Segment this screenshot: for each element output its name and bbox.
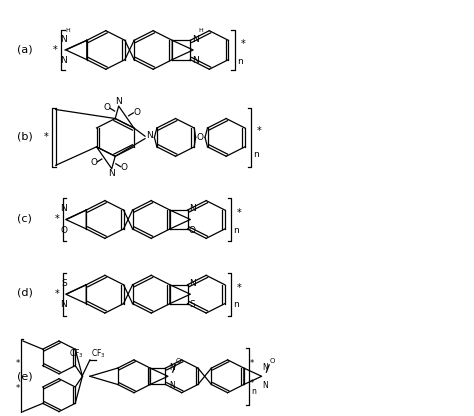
Text: (c): (c) <box>17 213 32 223</box>
Text: N: N <box>263 381 268 390</box>
Text: (b): (b) <box>17 131 33 141</box>
Text: N: N <box>192 35 199 44</box>
Text: N: N <box>109 169 115 178</box>
Text: N: N <box>60 35 67 44</box>
Text: O: O <box>197 133 204 142</box>
Text: (d): (d) <box>17 287 33 297</box>
Text: n: n <box>253 150 259 159</box>
Text: N: N <box>169 363 174 372</box>
Text: O: O <box>120 163 128 172</box>
Text: *: * <box>55 289 59 299</box>
Text: n: n <box>251 387 256 396</box>
Text: *: * <box>237 283 242 293</box>
Text: S: S <box>61 279 67 288</box>
Text: n: n <box>233 300 239 310</box>
Text: N: N <box>61 204 67 213</box>
Text: (a): (a) <box>17 45 32 55</box>
Text: O: O <box>103 103 110 112</box>
Text: N: N <box>263 363 268 372</box>
Text: *: * <box>240 39 245 49</box>
Text: O: O <box>189 225 196 235</box>
Text: N: N <box>146 131 153 140</box>
Text: O: O <box>269 358 274 364</box>
Text: N: N <box>61 300 67 310</box>
Text: O: O <box>91 158 97 167</box>
Text: N: N <box>115 97 122 106</box>
Text: CF$_3$: CF$_3$ <box>69 347 84 360</box>
Text: N: N <box>60 56 67 65</box>
Text: S: S <box>189 300 195 310</box>
Text: *: * <box>16 359 20 369</box>
Text: n: n <box>237 57 243 66</box>
Text: H: H <box>198 28 203 33</box>
Text: *: * <box>257 126 262 136</box>
Text: *: * <box>250 379 255 388</box>
Text: (e): (e) <box>17 371 32 381</box>
Text: *: * <box>53 45 58 55</box>
Text: N: N <box>192 56 199 65</box>
Text: n: n <box>233 225 239 235</box>
Text: O: O <box>133 108 140 116</box>
Text: O: O <box>175 358 181 364</box>
Text: *: * <box>250 359 255 368</box>
Text: N: N <box>169 381 174 390</box>
Text: N: N <box>189 279 196 288</box>
Text: O: O <box>60 225 67 235</box>
Text: N: N <box>189 204 196 213</box>
Text: CF$_3$: CF$_3$ <box>91 347 106 360</box>
Text: *: * <box>237 208 242 218</box>
Text: *: * <box>55 215 59 225</box>
Text: *: * <box>16 384 20 393</box>
Text: H: H <box>66 28 71 33</box>
Text: *: * <box>44 132 48 142</box>
